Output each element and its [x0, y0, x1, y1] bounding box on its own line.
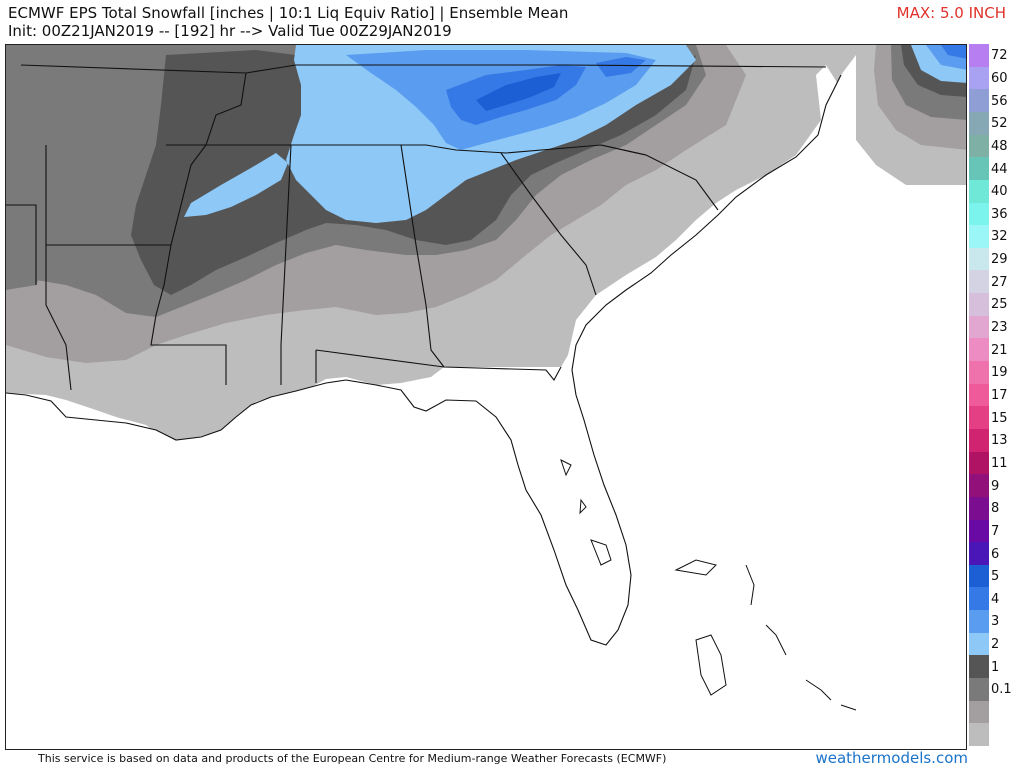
legend-swatch — [969, 225, 989, 249]
legend-label: 23 — [991, 320, 1008, 336]
gulf-of-mexico — [6, 55, 966, 749]
legend-label: 9 — [991, 478, 1000, 494]
legend-swatch — [969, 451, 989, 475]
max-value-label: MAX: 5.0 INCH — [896, 4, 1006, 22]
legend-swatch — [969, 111, 989, 136]
legend-swatch — [969, 361, 989, 385]
snow-band-light-blue-west — [184, 153, 288, 217]
legend-swatch — [969, 338, 989, 362]
legend-swatch — [969, 179, 989, 203]
legend-label: 72 — [991, 48, 1008, 64]
color-legend: 72 60 56 52 48 44 40 36 32 29 27 25 23 21 19 17 15 13 11 9 8… — [969, 44, 1024, 747]
snow-band-light-blue-al — [398, 197, 416, 213]
legend-label: 15 — [991, 410, 1008, 426]
legend-label: 5 — [991, 569, 1000, 585]
legend-swatch — [969, 542, 989, 566]
legend-label: 29 — [991, 252, 1008, 268]
legend-label: 3 — [991, 614, 1000, 630]
legend-label: 44 — [991, 161, 1008, 177]
legend-swatch — [969, 406, 989, 430]
legend-label: 27 — [991, 274, 1008, 290]
legend-swatch — [969, 564, 989, 588]
state-borders — [6, 64, 842, 646]
legend-swatch — [969, 66, 989, 90]
legend-label: 7 — [991, 523, 1000, 539]
legend-label: 52 — [991, 116, 1008, 132]
footer-disclaimer: This service is based on data and produc… — [38, 752, 667, 765]
legend-swatch — [969, 678, 989, 702]
legend-swatch — [969, 474, 989, 498]
legend-swatch — [969, 723, 989, 747]
legend-swatch — [969, 157, 989, 181]
legend-label: 36 — [991, 206, 1008, 222]
legend-swatch — [969, 315, 989, 339]
legend-label: 2 — [991, 637, 1000, 653]
legend-swatch — [969, 496, 989, 521]
legend-swatch — [969, 383, 989, 407]
map-title: ECMWF EPS Total Snowfall [inches | 10:1 … — [8, 4, 569, 22]
legend-label: 17 — [991, 388, 1008, 403]
legend-label: 4 — [991, 591, 1000, 607]
legend-label: 21 — [991, 342, 1008, 358]
legend-label: 60 — [991, 70, 1008, 86]
legend-swatch — [969, 519, 989, 543]
legend-swatch — [969, 700, 989, 724]
legend-swatch — [969, 610, 989, 634]
legend-swatch — [969, 44, 989, 68]
legend-label: 1 — [991, 659, 1000, 675]
legend-label: 32 — [991, 229, 1008, 245]
snow-band-5 — [476, 73, 561, 111]
legend-label: 19 — [991, 365, 1008, 381]
legend-swatch — [969, 293, 989, 317]
legend-swatch — [969, 655, 989, 679]
offshore-blue — [941, 45, 966, 59]
legend-label: 11 — [991, 455, 1008, 471]
legend-label: 56 — [991, 93, 1008, 109]
caribbean-islands — [560, 459, 857, 711]
legend-swatch — [969, 632, 989, 656]
map-subtitle: Init: 00Z21JAN2019 -- [192] hr --> Valid… — [8, 22, 452, 40]
legend-swatch — [969, 247, 989, 271]
footer-brand-link[interactable]: weathermodels.com — [815, 749, 968, 767]
legend-label: 40 — [991, 184, 1008, 200]
snow-band-4-east — [596, 57, 646, 77]
legend-swatch — [969, 270, 989, 294]
legend-label: 25 — [991, 297, 1008, 313]
legend-label: 48 — [991, 138, 1008, 154]
legend-label: 6 — [991, 546, 1000, 562]
legend-swatch — [969, 587, 989, 611]
legend-label: 0.1 — [991, 682, 1012, 698]
legend-swatch — [969, 89, 989, 113]
legend-swatch — [969, 134, 989, 158]
legend-label: 8 — [991, 501, 1000, 517]
legend-swatch — [969, 428, 989, 453]
snowfall-map — [5, 44, 967, 750]
legend-swatch — [969, 202, 989, 226]
legend-label: 13 — [991, 433, 1008, 449]
